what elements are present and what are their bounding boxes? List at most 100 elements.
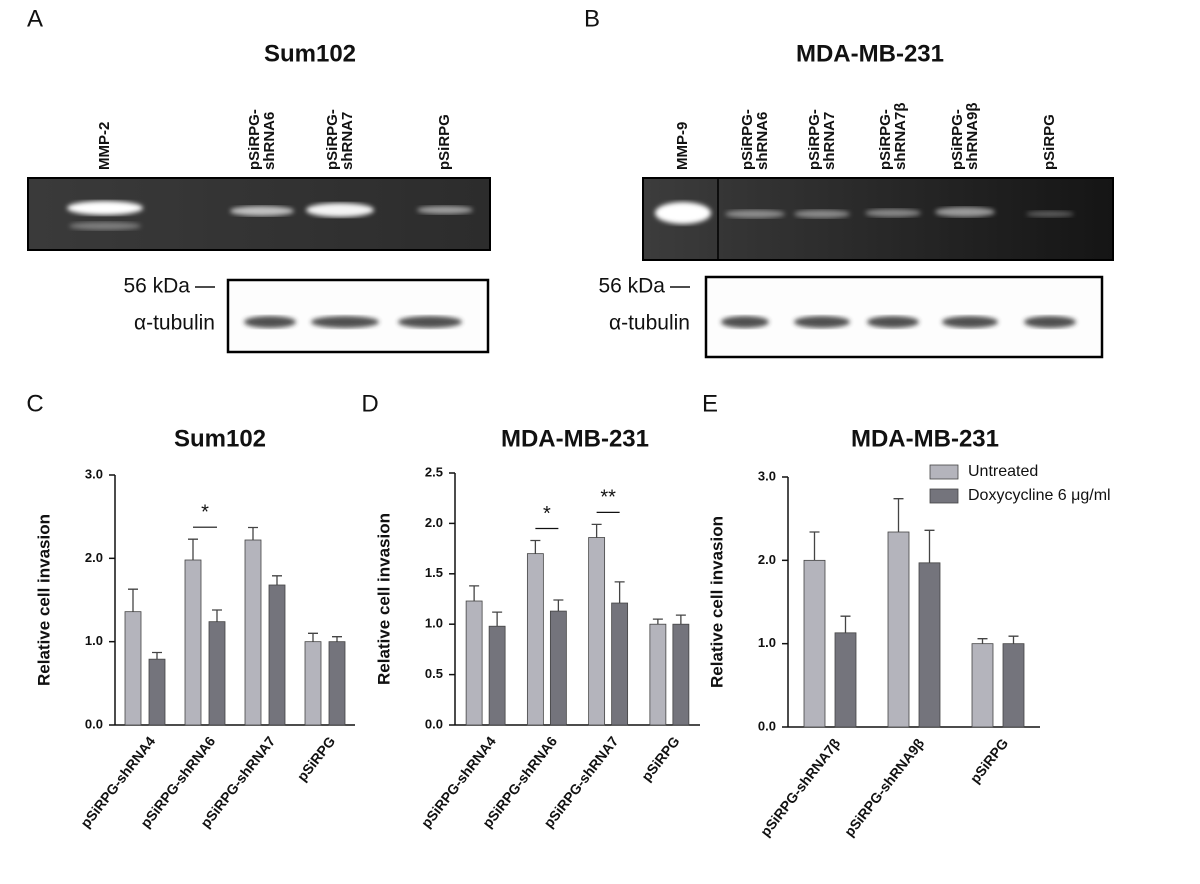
error-bar (1008, 635, 1019, 644)
lane-label: shRNA7 (821, 112, 838, 170)
y-tick-label: 1.5 (425, 565, 443, 580)
blot-band (311, 316, 379, 328)
protein-label: α-tubulin (609, 312, 690, 335)
blot-band (1024, 316, 1076, 328)
bar (148, 658, 166, 726)
gel-band (67, 201, 143, 215)
protein-label: α-tubulin (134, 312, 215, 335)
y-tick-label: 1.0 (758, 635, 776, 650)
bar (834, 632, 857, 728)
y-axis-label: Relative cell invasion (707, 516, 726, 688)
legend-swatch (929, 464, 959, 480)
legend-label: Doxycycline 6 μg/ml (968, 487, 1111, 504)
blot-band (721, 316, 769, 328)
y-tick-label: 0.0 (425, 716, 443, 731)
error-bar (977, 638, 988, 644)
x-tick-label: pSiRPG-shRNA9β (841, 735, 928, 840)
x-tick-label: pSiRPG (294, 733, 339, 784)
error-bar (272, 575, 282, 585)
error-bar (248, 526, 258, 540)
blot-band (794, 316, 850, 328)
bar (244, 539, 262, 726)
significance-label: * (543, 503, 551, 525)
error-bar (591, 523, 602, 538)
panel-letter: B (584, 5, 600, 32)
blot-band (398, 316, 462, 328)
legend-swatch (929, 488, 959, 504)
bar (549, 610, 567, 726)
error-bar (553, 599, 564, 612)
gel-band (655, 202, 711, 224)
gel-band (865, 209, 921, 217)
y-tick-label: 2.0 (85, 550, 103, 565)
error-bar (530, 539, 541, 554)
bar (304, 641, 322, 726)
bar (588, 537, 606, 726)
x-tick-label: pSiRPG (638, 733, 683, 784)
bar (672, 623, 690, 726)
error-bar (924, 529, 935, 563)
error-bar (840, 615, 851, 633)
lane-label: shRNA6 (261, 112, 278, 170)
error-bar (469, 585, 480, 602)
error-bar (893, 498, 904, 532)
gel-band (230, 206, 294, 216)
legend-label: Untreated (968, 463, 1038, 480)
bar (465, 600, 483, 726)
lane-label: pSiRPG (1041, 114, 1058, 170)
lane-label: pSiRPG- (739, 109, 756, 170)
bar (488, 625, 506, 726)
bar (328, 641, 346, 726)
significance-label: * (201, 501, 209, 523)
error-bar (152, 651, 162, 660)
lane-label: pSiRPG- (806, 109, 823, 170)
lane-label: shRNA9β (964, 103, 981, 171)
lane-label: shRNA7β (892, 103, 909, 171)
y-tick-label: 3.0 (758, 468, 776, 483)
gel-title: Sum102 (264, 40, 356, 67)
y-tick-label: 0.0 (85, 716, 103, 731)
lane-label: MMP-2 (96, 122, 113, 170)
chart-title: MDA-MB-231 (501, 425, 649, 452)
bar (918, 562, 941, 728)
gel-band (69, 222, 141, 230)
y-axis-label: Relative cell invasion (374, 513, 393, 685)
y-tick-label: 2.5 (425, 464, 443, 479)
error-bar (308, 632, 318, 642)
x-tick-label: pSiRPG-shRNA7β (757, 735, 844, 840)
bar (184, 559, 202, 726)
error-bar (652, 618, 663, 625)
bar (124, 611, 142, 726)
lane-label: pSiRPG- (949, 109, 966, 170)
bar (803, 559, 826, 728)
lane-label: pSiRPG (436, 114, 453, 170)
blot (226, 278, 490, 354)
y-tick-label: 2.0 (758, 552, 776, 567)
gel (642, 177, 1114, 261)
lane-label: pSiRPG- (246, 109, 263, 170)
marker-label: 56 kDa (598, 275, 665, 298)
gel-band (794, 210, 850, 218)
y-tick-label: 0.0 (758, 718, 776, 733)
panel-letter: D (361, 390, 378, 417)
error-bar (128, 588, 138, 612)
chart-title: Sum102 (174, 425, 266, 452)
panel-letter: A (27, 5, 43, 32)
gel-band (306, 203, 374, 217)
gel-band (935, 207, 995, 217)
lane-label: pSiRPG- (324, 109, 341, 170)
lane-label: pSiRPG- (877, 109, 894, 170)
error-bar (492, 611, 503, 627)
y-tick-label: 1.0 (425, 616, 443, 631)
error-bar (675, 614, 686, 625)
blot-band (942, 316, 998, 328)
y-tick-label: 3.0 (85, 466, 103, 481)
gel-band (725, 210, 785, 218)
panel-letter: C (26, 390, 43, 417)
y-axis-label: Relative cell invasion (34, 514, 53, 686)
lane-label: shRNA7 (339, 112, 356, 170)
gel-band (1026, 211, 1074, 217)
y-tick-label: 2.0 (425, 515, 443, 530)
blot-band (244, 316, 296, 328)
